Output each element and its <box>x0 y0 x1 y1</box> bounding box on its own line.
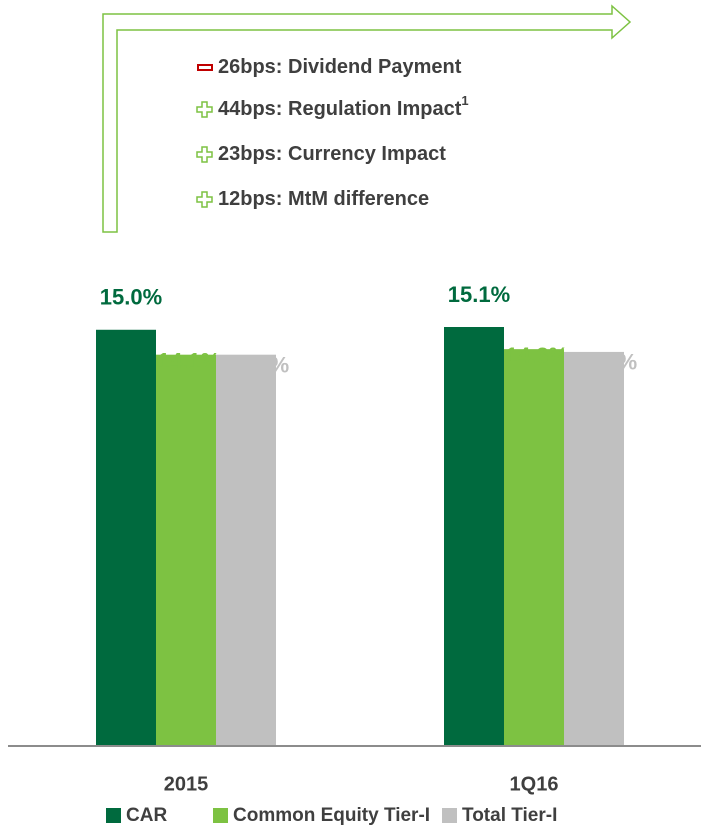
annotation-text: 23bps: Currency Impact <box>218 143 446 165</box>
bar <box>564 351 624 745</box>
legend-swatch <box>213 808 228 823</box>
legend-swatch <box>106 808 121 823</box>
minus-icon <box>197 64 213 71</box>
bar <box>444 327 504 745</box>
bar <box>216 354 276 745</box>
annotation-label: 23bps: Currency Impact <box>218 143 446 165</box>
value-label: 14.1% <box>227 352 289 377</box>
annotation-label: 26bps: Dividend Payment <box>218 56 462 78</box>
value-label: 15.0% <box>100 285 162 310</box>
legend-swatch <box>442 808 457 823</box>
value-label: 15.1% <box>448 282 510 307</box>
annotation-text: 26bps: Dividend Payment <box>218 56 462 78</box>
plus-icon <box>196 101 213 118</box>
value-label: 14.1% <box>158 348 220 373</box>
bar <box>156 354 216 745</box>
value-label: 14.3% <box>506 343 568 368</box>
x-tick-label: 2015 <box>164 773 209 795</box>
annotation-label: 12bps: MtM difference <box>218 188 429 210</box>
bar <box>504 349 564 745</box>
superscript: 1 <box>461 93 468 108</box>
x-tick-label: 1Q16 <box>510 773 559 795</box>
legend-label: CAR <box>126 805 167 826</box>
bar <box>96 329 156 745</box>
plus-icon <box>196 146 213 163</box>
value-label: 14.2% <box>575 350 637 375</box>
legend-label: Common Equity Tier-I <box>233 805 430 826</box>
annotation-arrow <box>102 4 632 233</box>
legend-label: Total Tier-I <box>462 805 557 826</box>
annotation-label: 44bps: Regulation Impact <box>218 98 462 120</box>
annotation-text: 12bps: MtM difference <box>218 188 429 210</box>
annotation-text: 44bps: Regulation Impact1 <box>218 93 469 120</box>
plus-icon <box>196 191 213 208</box>
